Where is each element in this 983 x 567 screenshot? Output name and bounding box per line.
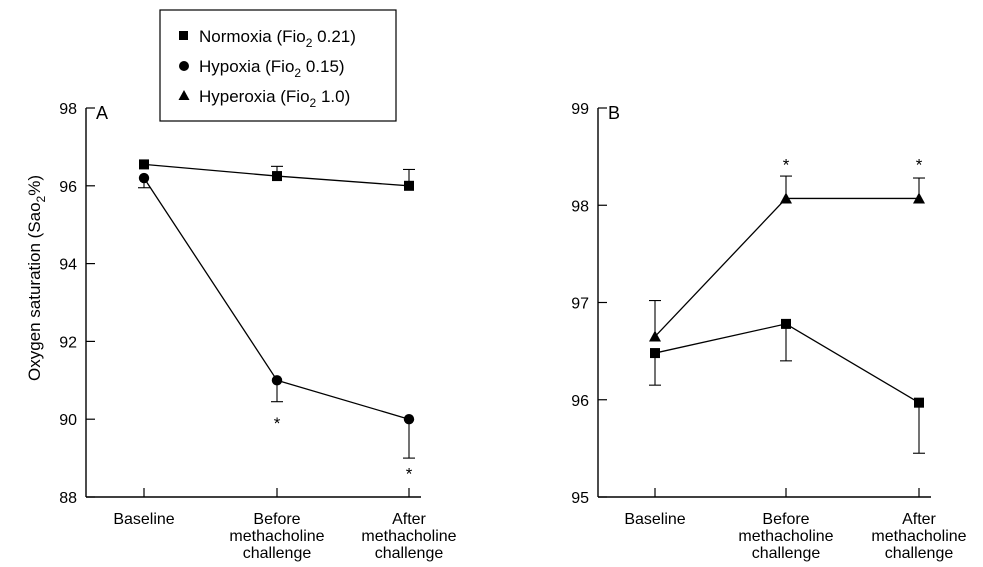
data-point-circle bbox=[138, 172, 150, 184]
panel-a-x-ticks: Baseline Before methacholine challengeAfter… bbox=[86, 488, 457, 562]
panel-b-label: B bbox=[608, 103, 620, 123]
data-point-square bbox=[139, 159, 149, 170]
data-point-triangle bbox=[913, 192, 925, 204]
x-tick-label: After methacholine challenge bbox=[871, 511, 966, 562]
data-point-square bbox=[781, 318, 791, 329]
series-line bbox=[654, 197, 919, 337]
data-point-square bbox=[650, 348, 660, 359]
y-tick-label: 94 bbox=[59, 257, 77, 274]
y-tick-label: 90 bbox=[59, 412, 77, 429]
x-tick-label-line: challenge bbox=[885, 545, 954, 562]
y-tick-label: 99 bbox=[571, 101, 589, 118]
significance-asterisk: * bbox=[916, 155, 923, 174]
y-tick-label: 97 bbox=[571, 296, 589, 313]
x-tick-label-line: Baseline bbox=[624, 511, 685, 528]
y-axis-title-main: Oxygen saturation (Sao bbox=[25, 202, 44, 381]
y-tick-label: 98 bbox=[59, 101, 77, 118]
significance-asterisk: * bbox=[783, 155, 790, 174]
panel-a-y-ticks: 88 90 92 94 96 98 bbox=[59, 101, 95, 507]
x-tick-label-line: methacholine bbox=[229, 528, 324, 545]
x-tick-label: Before methacholine challenge bbox=[229, 511, 324, 562]
x-tick-label-line: challenge bbox=[243, 545, 312, 562]
y-axis-title: Oxygen saturation (Sao2%) bbox=[25, 175, 48, 381]
x-tick-label: Baseline bbox=[113, 511, 174, 528]
legend-item-hypoxia: Hypoxia (Fio2 0.15) bbox=[179, 57, 345, 80]
panel-b-y-ticks: 95 96 97 98 99 bbox=[571, 101, 607, 507]
y-tick-label: 95 bbox=[571, 490, 589, 507]
y-tick-label: 92 bbox=[59, 334, 77, 351]
legend-label-hyperoxia: Hyperoxia (Fio2 1.0) bbox=[199, 87, 350, 110]
significance-asterisk: * bbox=[406, 465, 413, 484]
y-tick-label: 88 bbox=[59, 490, 77, 507]
x-tick-label-line: Before bbox=[253, 511, 300, 528]
x-tick-label: Before methacholine challenge bbox=[738, 511, 833, 562]
legend-item-hyperoxia: Hyperoxia (Fio2 1.0) bbox=[178, 87, 350, 110]
data-point-triangle bbox=[780, 192, 792, 204]
data-point-circle bbox=[403, 414, 415, 425]
y-axis-title-tail: %) bbox=[25, 175, 44, 196]
legend-square-marker bbox=[179, 31, 188, 40]
panel-a-series: ** bbox=[138, 159, 415, 484]
series-line bbox=[654, 323, 920, 404]
panel-b-x-ticks: Baseline Before methacholine challengeAfter… bbox=[598, 488, 967, 562]
x-tick-label-line: methacholine bbox=[871, 528, 966, 545]
data-point-triangle bbox=[649, 330, 661, 342]
legend-label-normoxia: Normoxia (Fio2 0.21) bbox=[199, 27, 356, 50]
significance-asterisk: * bbox=[274, 414, 281, 433]
legend-item-normoxia: Normoxia (Fio2 0.21) bbox=[179, 27, 356, 50]
panel-a-label: A bbox=[96, 103, 108, 123]
x-tick-label: Baseline bbox=[624, 511, 685, 528]
x-tick-label-line: Before bbox=[762, 511, 809, 528]
x-tick-label-line: methacholine bbox=[361, 528, 456, 545]
legend-triangle-marker bbox=[178, 90, 190, 100]
x-tick-label-line: methacholine bbox=[738, 528, 833, 545]
x-tick-label: After methacholine challenge bbox=[361, 511, 456, 562]
legend: Normoxia (Fio2 0.21) Hypoxia (Fio2 0.15)… bbox=[159, 9, 397, 122]
x-tick-label-line: After bbox=[902, 511, 936, 528]
data-point-square bbox=[404, 180, 414, 191]
x-tick-label-line: challenge bbox=[752, 545, 821, 562]
data-point-circle bbox=[271, 375, 283, 386]
x-tick-label-line: challenge bbox=[375, 545, 444, 562]
legend-circle-marker bbox=[179, 61, 189, 71]
y-tick-label: 96 bbox=[59, 179, 77, 196]
y-tick-label: 98 bbox=[571, 198, 589, 215]
data-point-square bbox=[272, 171, 282, 182]
panel-b-series: * * bbox=[649, 155, 925, 454]
legend-label-hypoxia: Hypoxia (Fio2 0.15) bbox=[199, 57, 345, 80]
x-tick-label-line: Baseline bbox=[113, 511, 174, 528]
data-point-square bbox=[914, 397, 924, 408]
y-tick-label: 96 bbox=[571, 393, 589, 410]
x-tick-label-line: After bbox=[392, 511, 426, 528]
y-axis-title-sub: 2 bbox=[34, 195, 48, 202]
legend-box bbox=[159, 9, 397, 122]
